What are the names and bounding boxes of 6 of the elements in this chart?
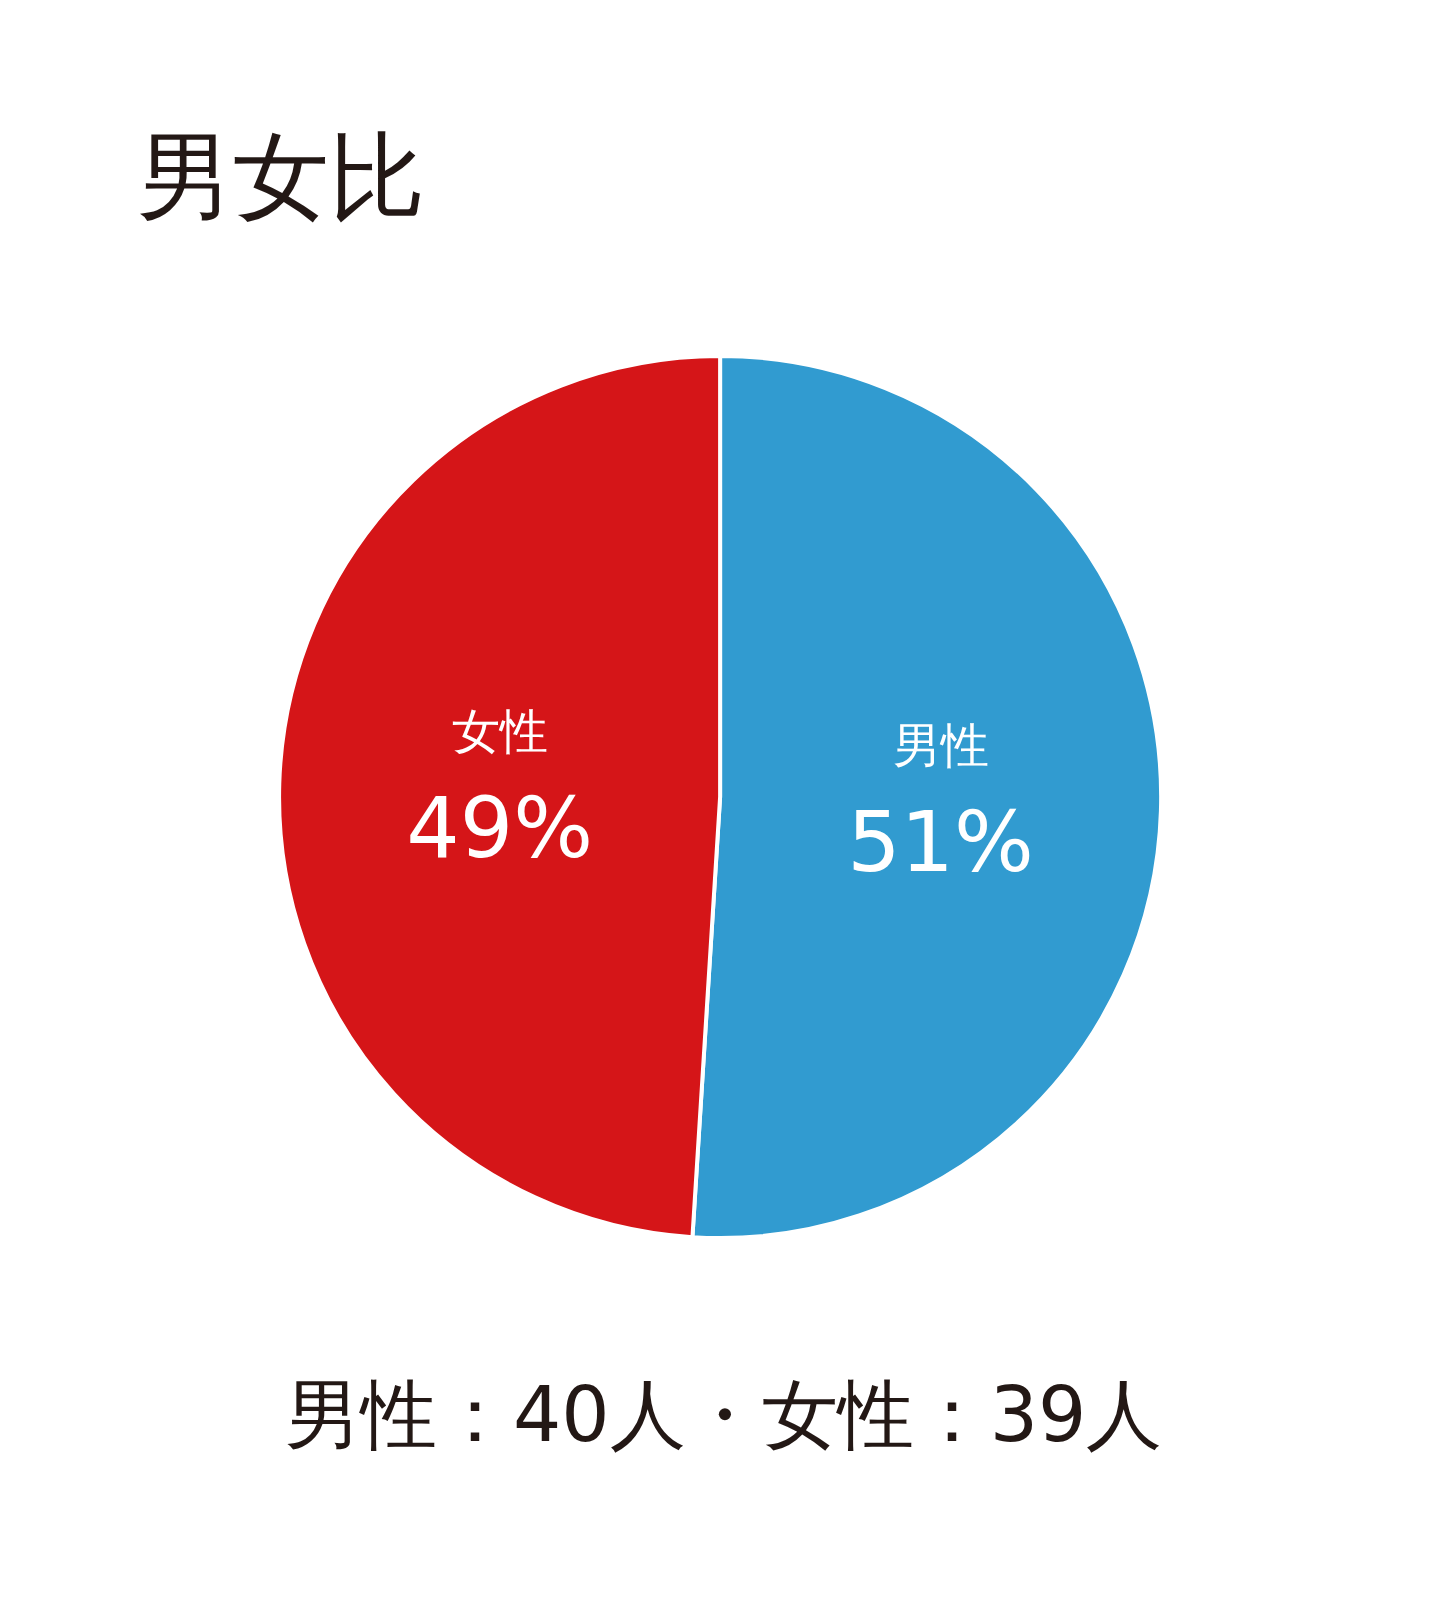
data-label: 51% — [847, 793, 1034, 892]
data-label: 49% — [406, 779, 593, 878]
slice-label: 女性 — [451, 702, 548, 759]
text: 男性：40人・女性：39人 — [285, 1370, 1163, 1459]
chart-title: 男女比 — [137, 120, 426, 233]
slice-label: 男性 — [892, 716, 989, 773]
